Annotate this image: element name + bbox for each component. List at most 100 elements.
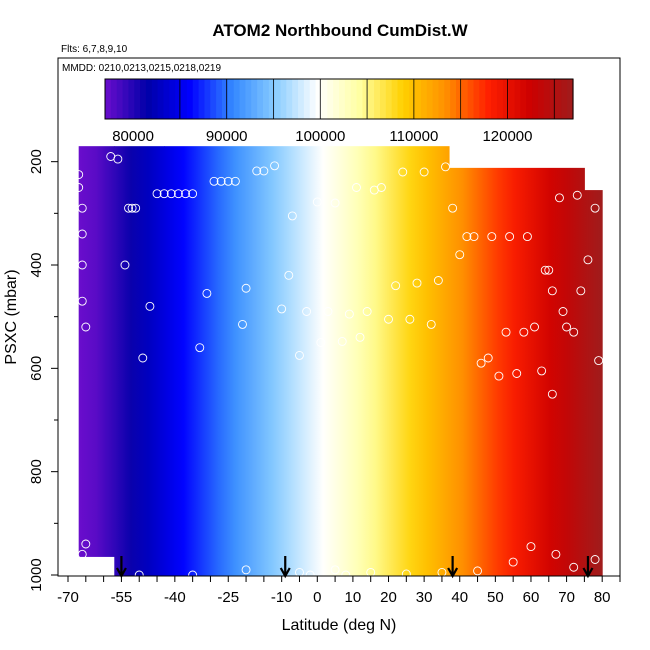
observation-point (287, 211, 297, 221)
observation-point (181, 189, 190, 199)
y-tick-label: 1000 (28, 558, 45, 591)
colorbar-swatch (543, 79, 551, 119)
colorbar-swatch (227, 79, 235, 119)
observation-point (152, 189, 162, 199)
x-tick-label: 60 (523, 589, 540, 606)
x-tick-label: 0 (313, 589, 321, 606)
observation-point (583, 255, 593, 265)
observation-point (131, 203, 141, 213)
x-tick-label: -10 (271, 589, 293, 606)
observation-point (124, 203, 133, 213)
colorbar-swatch (467, 79, 475, 119)
observation-point (77, 260, 87, 270)
observation-point (77, 203, 87, 213)
observation-point (202, 288, 212, 298)
colorbar-swatch (485, 79, 492, 119)
observation-point (77, 229, 87, 239)
observation-point (384, 314, 393, 324)
colorbar-swatch (286, 79, 293, 119)
field-segment (584, 190, 603, 576)
observation-point (145, 301, 155, 311)
observation-point (113, 154, 123, 164)
colorbar-labels: 80000 90000 100000 110000 120000 (112, 128, 532, 145)
observation-point (362, 307, 372, 316)
y-tick-label: 400 (28, 252, 45, 277)
observation-point (81, 539, 91, 549)
colorbar-swatch (186, 79, 194, 119)
observation-point (127, 203, 137, 213)
observation-point (590, 555, 600, 564)
observation-point (159, 189, 169, 199)
colorbar-tick-label: 90000 (206, 128, 248, 145)
observation-point (77, 549, 87, 559)
colorbar-swatch (479, 79, 486, 119)
colorbar-swatch (520, 79, 527, 119)
observation-point (594, 356, 604, 366)
observation-point (448, 203, 458, 213)
colorbar-swatch (116, 79, 124, 119)
x-tick-label: 40 (451, 589, 468, 606)
x-axis-label: Latitude (deg N) (282, 617, 397, 634)
observation-point (195, 343, 205, 353)
observation-point (441, 162, 450, 172)
colorbar-swatch (438, 79, 445, 119)
observation-point (398, 167, 408, 177)
colorbar-swatch (362, 79, 369, 119)
colorbar-swatch (181, 79, 188, 119)
observation-point (120, 260, 130, 270)
colorbar-swatch (210, 79, 217, 119)
colorbar-swatch (233, 79, 241, 119)
colorbar-swatch (456, 79, 463, 119)
observation-point (519, 327, 529, 337)
colorbar-swatch (333, 79, 340, 119)
observation-points (74, 152, 604, 576)
observation-point (462, 232, 472, 242)
observation-point (241, 283, 251, 293)
observation-point (341, 570, 351, 576)
chart-title: ATOM2 Northbound CumDist.W (212, 21, 468, 40)
colorbar-tick-label: 120000 (482, 128, 532, 145)
observation-point (405, 314, 415, 324)
observation-point (138, 353, 148, 363)
observation-point (74, 183, 84, 192)
colorbar-swatch (239, 79, 246, 119)
colorbar-swatch (163, 79, 170, 119)
colorbar-swatch (222, 79, 229, 119)
colorbar-swatch (415, 79, 422, 119)
observation-point (576, 286, 586, 296)
observation-point (305, 570, 315, 576)
colorbar-swatch (473, 79, 480, 119)
colorbar-swatch (268, 79, 276, 119)
x-tick-label: 20 (380, 589, 397, 606)
colorbar-swatch (537, 79, 545, 119)
colorbar-swatch (303, 79, 311, 119)
colorbar-swatch (134, 79, 141, 119)
observation-point (401, 569, 411, 576)
colorbar-swatch (491, 79, 498, 119)
flights-label: Flts: 6,7,8,9,10 (61, 44, 128, 55)
heatmap-field (78, 146, 603, 576)
observation-point (572, 190, 582, 200)
observation-point (252, 166, 262, 176)
x-tick-label: -25 (217, 589, 239, 606)
observation-point (544, 265, 554, 275)
colorbar-swatches (105, 79, 574, 119)
colorbar-swatch (327, 79, 334, 119)
observation-point (569, 327, 579, 337)
observation-point (166, 189, 176, 199)
colorbar-swatch (561, 79, 568, 119)
observation-point (426, 319, 436, 329)
observation-point (344, 309, 354, 319)
observation-point (487, 232, 497, 242)
observation-point (284, 270, 294, 280)
colorbar-swatch (420, 79, 428, 119)
colorbar-tick-label: 100000 (295, 128, 345, 145)
colorbar-swatch (192, 79, 200, 119)
colorbar-swatch (356, 79, 363, 119)
observation-point (77, 296, 87, 306)
colorbar-swatch (315, 79, 323, 119)
x-tick-label: -70 (57, 589, 79, 606)
observation-point (337, 337, 347, 346)
colorbar-swatch (444, 79, 451, 119)
colorbar: 80000 90000 100000 110000 120000 (104, 78, 574, 145)
